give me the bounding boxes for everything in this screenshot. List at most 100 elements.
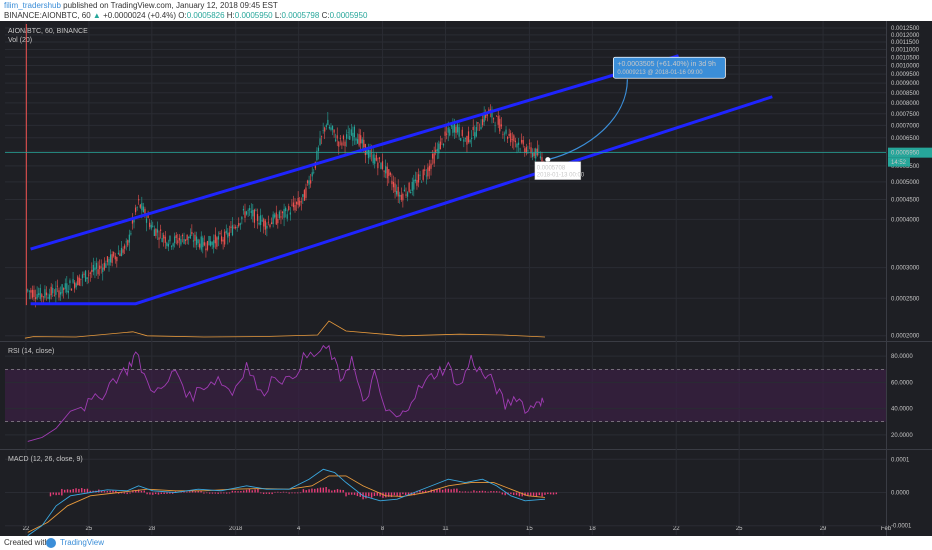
- candle-body: [210, 241, 212, 246]
- last-price-value: 0.0005950: [891, 151, 920, 157]
- candle-body: [103, 262, 105, 270]
- candle-body: [108, 258, 110, 266]
- candle-body: [202, 237, 204, 248]
- close-label: C:: [321, 11, 330, 20]
- x-tick-label: 22: [673, 526, 680, 532]
- candle-body: [300, 201, 302, 203]
- x-tick-label: 2018: [229, 526, 243, 532]
- candle-body: [244, 211, 246, 218]
- candle-body: [535, 148, 537, 159]
- author-link[interactable]: filim_tradershub: [4, 1, 61, 10]
- candle-body: [471, 137, 473, 139]
- candle-body: [189, 234, 191, 239]
- macd-histogram-bar: [69, 489, 72, 493]
- candle-body: [166, 242, 168, 246]
- tradingview-link[interactable]: TradingView: [60, 538, 105, 547]
- candle-body: [175, 235, 177, 238]
- macd-histogram-bar: [271, 492, 273, 495]
- chart-canvas[interactable]: 22 25 28 2018 4 8 11 15 18 22 25 29 Feb0.00125000.00…: [0, 21, 932, 536]
- candle-body: [396, 190, 398, 195]
- macd-histogram-bar: [189, 491, 191, 493]
- candle-body: [511, 139, 513, 140]
- candle-body: [130, 233, 132, 235]
- candle-body: [353, 126, 356, 138]
- macd-histogram-bar: [217, 492, 219, 494]
- candle-body: [249, 208, 251, 211]
- ticker-label: BINANCE:AIONBTC, 60: [4, 11, 91, 20]
- macd-histogram-bar: [228, 492, 231, 494]
- candle-body: [117, 252, 119, 255]
- macd-histogram-bar: [194, 491, 197, 493]
- candle-body: [491, 109, 493, 118]
- low-label: L:: [274, 11, 282, 20]
- candle-body: [494, 125, 496, 126]
- candle-body: [385, 166, 387, 174]
- candle-body: [236, 227, 238, 228]
- created-with-text: Created with: [4, 538, 49, 547]
- rsi-band: [5, 369, 886, 422]
- candle-body: [69, 280, 71, 284]
- macd-histogram-bar: [174, 491, 177, 493]
- candle-body: [252, 210, 254, 217]
- candle-body: [64, 283, 66, 289]
- candle-body: [222, 239, 224, 242]
- y-tick-label: 0.0009000: [891, 81, 920, 87]
- x-tick-label: 11: [442, 526, 449, 532]
- candle-body: [219, 232, 221, 234]
- candle-body: [411, 181, 413, 191]
- candle-body: [213, 240, 215, 248]
- candle-body: [341, 142, 343, 146]
- candle-body: [161, 237, 163, 242]
- candle-body: [399, 194, 401, 197]
- macd-histogram-bar: [328, 489, 330, 493]
- macd-histogram-bar: [322, 487, 324, 493]
- candle-body: [260, 215, 262, 226]
- candle-body: [381, 161, 384, 169]
- candle-body: [158, 237, 160, 240]
- candle-body: [208, 235, 210, 246]
- close-value: 0.0005950: [329, 11, 368, 20]
- x-tick-label: 22: [23, 526, 30, 532]
- candle-body: [224, 231, 226, 245]
- y-tick-label: 0.0010500: [891, 55, 920, 61]
- candle-body: [372, 154, 374, 164]
- macd-histogram-bar: [521, 492, 523, 497]
- candle-body: [453, 121, 456, 133]
- candle-body: [49, 294, 51, 300]
- macd-histogram-bar: [152, 492, 154, 495]
- candle-body: [241, 216, 243, 220]
- rsi-tick-label: 20.0000: [891, 433, 913, 439]
- macd-histogram-bar: [81, 488, 83, 493]
- candle-body: [430, 163, 432, 169]
- x-tick-label: 25: [736, 526, 743, 532]
- ohlc-line: BINANCE:AIONBTC, 60 ▲ +0.0000024 (+0.4%)…: [4, 11, 367, 20]
- macd-histogram-bar: [453, 488, 455, 493]
- candle-body: [481, 119, 484, 126]
- candle-body: [492, 118, 495, 120]
- projection-curve[interactable]: [547, 79, 628, 161]
- y-tick-label: 0.0005000: [891, 180, 920, 186]
- macd-histogram-bar: [456, 488, 458, 493]
- candle-body: [113, 252, 115, 257]
- macd-histogram-bar: [282, 491, 285, 493]
- candle-body: [406, 192, 409, 197]
- candle-body: [92, 264, 94, 272]
- start-price-callout: [534, 161, 582, 180]
- candle-body: [474, 132, 476, 139]
- macd-histogram-bar: [109, 490, 111, 493]
- candle-body: [183, 238, 185, 244]
- macd-histogram-bar: [530, 492, 532, 496]
- macd-histogram-bar: [501, 492, 504, 495]
- candle-body: [458, 127, 460, 137]
- y-tick-label: 0.0007500: [891, 112, 920, 118]
- candle-body: [281, 211, 284, 214]
- target-callout[interactable]: [612, 56, 726, 79]
- candle-body: [247, 210, 249, 211]
- candle-body: [413, 179, 415, 190]
- candle-body: [297, 197, 299, 205]
- candle-body: [80, 278, 82, 280]
- candle-body: [347, 132, 349, 133]
- candle-body: [375, 155, 377, 161]
- macd-histogram-bar: [314, 488, 316, 493]
- candle-body: [91, 269, 93, 273]
